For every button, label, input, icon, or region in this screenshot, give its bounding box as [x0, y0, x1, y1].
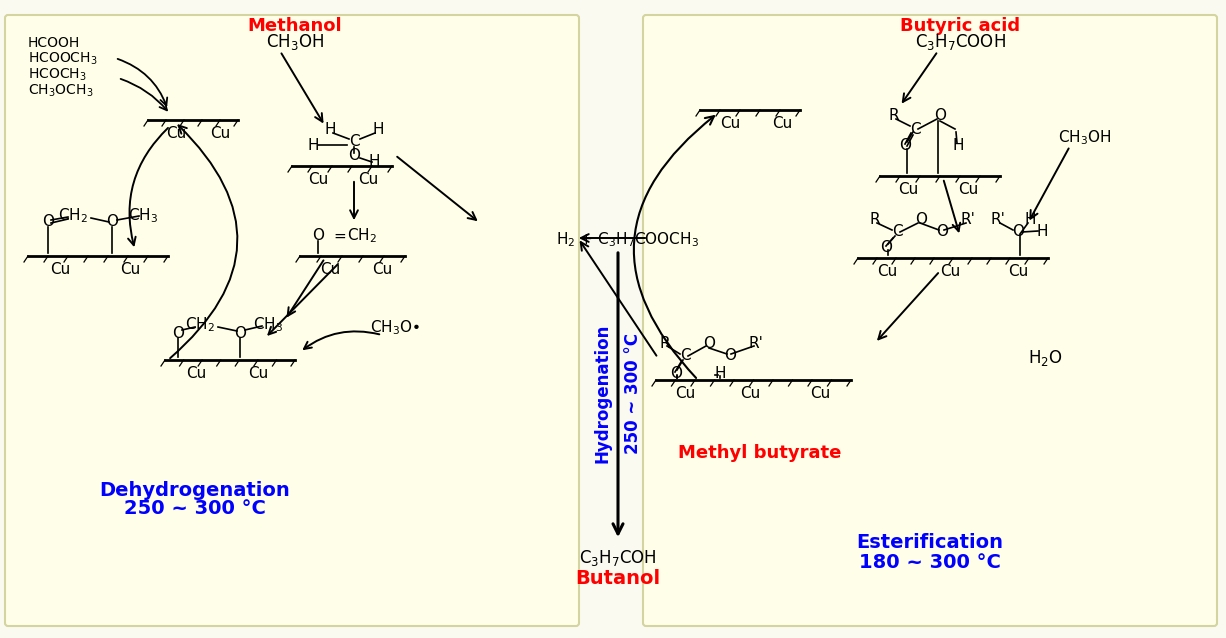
Text: H: H	[373, 122, 384, 138]
Text: CH$_2$: CH$_2$	[185, 316, 215, 334]
Text: C: C	[348, 133, 359, 149]
Text: H$_2$ + C$_3$H$_7$COOCH$_3$: H$_2$ + C$_3$H$_7$COOCH$_3$	[557, 231, 699, 249]
Text: Cu: Cu	[308, 172, 329, 186]
Text: Cu: Cu	[371, 262, 392, 276]
Text: Cu: Cu	[720, 115, 741, 131]
Text: CH$_2$: CH$_2$	[58, 207, 88, 225]
Text: C$_3$H$_7$COOH: C$_3$H$_7$COOH	[915, 32, 1005, 52]
Text: Methanol: Methanol	[248, 17, 342, 35]
Text: Cu: Cu	[674, 385, 695, 401]
Text: 250 ~ 300 °C: 250 ~ 300 °C	[124, 498, 266, 517]
Text: Cu: Cu	[186, 366, 206, 380]
Text: Cu: Cu	[1008, 263, 1029, 279]
Text: CH$_3$OCH$_3$: CH$_3$OCH$_3$	[28, 83, 93, 99]
Text: H: H	[1036, 225, 1048, 239]
Text: CH$_3$: CH$_3$	[253, 316, 283, 334]
Text: O: O	[935, 225, 948, 239]
Text: CH$_2$: CH$_2$	[347, 226, 376, 246]
Text: O: O	[934, 108, 946, 124]
Text: H: H	[308, 138, 319, 152]
Text: CH$_3$: CH$_3$	[128, 207, 158, 225]
Text: Cu: Cu	[772, 115, 792, 131]
FancyBboxPatch shape	[642, 15, 1217, 626]
Text: H$_2$O: H$_2$O	[1027, 348, 1063, 368]
Text: H: H	[368, 154, 380, 170]
Text: CH$_3$OH: CH$_3$OH	[266, 32, 324, 52]
Text: R: R	[869, 212, 880, 228]
Text: O: O	[234, 325, 246, 341]
Text: CH$_3$OH: CH$_3$OH	[1058, 129, 1112, 147]
Text: HCOOH: HCOOH	[28, 36, 80, 50]
Text: HCOCH$_3$: HCOCH$_3$	[28, 67, 87, 83]
Text: Cu: Cu	[320, 262, 340, 276]
Text: C: C	[910, 121, 921, 137]
Text: 180 ~ 300 °C: 180 ~ 300 °C	[859, 554, 1000, 572]
Text: R: R	[889, 108, 900, 124]
Text: R': R'	[960, 212, 976, 228]
Text: H: H	[953, 138, 964, 154]
Text: O: O	[669, 366, 682, 380]
Text: Dehydrogenation: Dehydrogenation	[99, 480, 291, 500]
Text: Butanol: Butanol	[575, 568, 661, 588]
Text: Cu: Cu	[210, 126, 230, 140]
Text: Cu: Cu	[739, 385, 760, 401]
Text: O: O	[1011, 225, 1024, 239]
Text: R': R'	[749, 336, 764, 350]
Text: R: R	[660, 336, 671, 350]
Text: =: =	[333, 228, 347, 244]
Text: Cu: Cu	[940, 263, 960, 279]
Text: Butyric acid: Butyric acid	[900, 17, 1020, 35]
Text: Cu: Cu	[897, 181, 918, 197]
Text: Cu: Cu	[166, 126, 186, 140]
Text: O: O	[311, 228, 324, 244]
Text: H: H	[715, 366, 726, 380]
FancyBboxPatch shape	[5, 15, 579, 626]
Text: Cu: Cu	[810, 385, 830, 401]
Text: O: O	[42, 214, 54, 230]
Text: H: H	[1024, 212, 1036, 228]
Text: O: O	[105, 214, 118, 230]
Text: HCOOCH$_3$: HCOOCH$_3$	[28, 51, 98, 67]
Text: C: C	[679, 348, 690, 364]
Text: Cu: Cu	[958, 181, 978, 197]
Text: C$_3$H$_7$COH: C$_3$H$_7$COH	[579, 548, 657, 568]
Text: CH$_3$O•: CH$_3$O•	[370, 318, 421, 338]
Text: Hydrogenation: Hydrogenation	[595, 323, 612, 463]
Text: Methyl butyrate: Methyl butyrate	[678, 444, 842, 462]
Text: R': R'	[991, 212, 1005, 228]
Text: Esterification: Esterification	[857, 533, 1004, 553]
Text: Cu: Cu	[120, 262, 140, 276]
Text: H: H	[324, 122, 336, 138]
Text: O: O	[899, 138, 911, 154]
Text: Cu: Cu	[50, 262, 70, 276]
Text: Cu: Cu	[248, 366, 268, 380]
Text: O: O	[915, 212, 927, 228]
Text: Cu: Cu	[358, 172, 378, 186]
Text: O: O	[702, 336, 715, 350]
Text: O: O	[880, 241, 893, 255]
Text: O: O	[348, 149, 360, 163]
Text: 250 ~ 300 °C: 250 ~ 300 °C	[624, 332, 642, 454]
Text: O: O	[172, 325, 184, 341]
Text: C: C	[891, 225, 902, 239]
Text: Cu: Cu	[877, 263, 897, 279]
Text: O: O	[725, 348, 736, 364]
